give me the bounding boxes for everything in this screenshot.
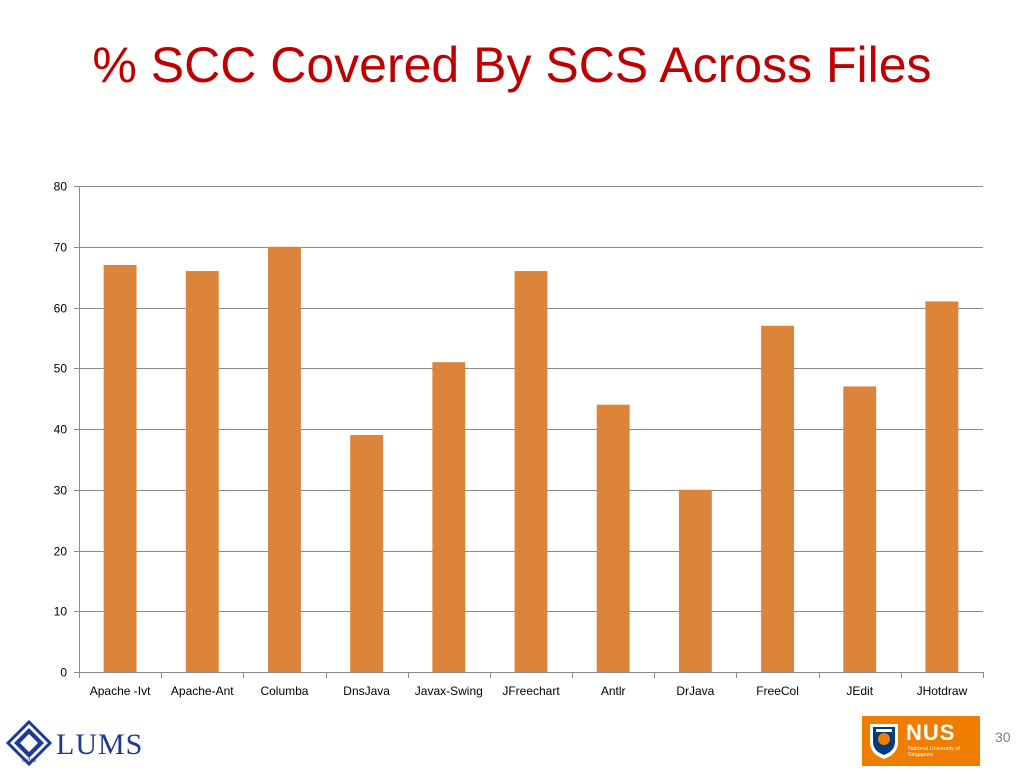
nus-crest-icon — [870, 724, 898, 759]
y-tick-label: 10 — [54, 605, 68, 619]
y-tick-label: 70 — [54, 241, 68, 255]
bar-apache-ivt — [103, 264, 137, 672]
bar-dnsjava — [350, 435, 384, 672]
nus-wordmark: NUS — [906, 720, 956, 745]
x-tick-label: JFreechart — [502, 684, 560, 698]
nus-logo: NUS National University of Singapore — [862, 716, 980, 766]
x-tick-label: FreeCol — [756, 684, 799, 698]
y-tick-label: 0 — [60, 666, 67, 680]
lums-emblem-icon: LUMS — [5, 719, 53, 767]
x-tick-label: Apache -Ivt — [90, 684, 151, 698]
bar-apache-ant — [185, 271, 219, 672]
page-number: 30 — [995, 729, 1011, 745]
bar-columba — [268, 246, 301, 672]
x-tick-label: JHotdraw — [917, 684, 968, 698]
x-tick-label: Columba — [260, 684, 308, 698]
slide-title: % SCC Covered By SCS Across Files — [92, 37, 932, 93]
bar-jedit — [843, 386, 877, 672]
x-tick-label: Antlr — [601, 684, 626, 698]
y-tick-label: 50 — [54, 362, 68, 376]
lums-emblem-label: LUMS — [22, 758, 37, 764]
nus-subtext: National University of Singapore — [908, 746, 960, 759]
y-tick-label: 60 — [54, 302, 68, 316]
bar-jfreechart — [514, 271, 548, 672]
x-tick-label: DnsJava — [343, 684, 390, 698]
y-tick-label: 80 — [54, 180, 68, 194]
lums-wordmark: LUMS — [56, 728, 144, 761]
bar-drjava — [678, 489, 712, 672]
x-tick-label: JEdit — [846, 684, 873, 698]
y-tick-label: 40 — [54, 423, 68, 437]
lums-logo: LUMS — [4, 718, 174, 768]
x-tick-label: Javax-Swing — [415, 684, 483, 698]
y-tick-label: 20 — [54, 545, 68, 559]
x-tick-label: DrJava — [676, 684, 714, 698]
bar-freecol — [761, 325, 794, 672]
bar-antlr — [596, 404, 630, 672]
bar-jhotdraw — [925, 301, 959, 672]
y-tick-label: 30 — [54, 484, 68, 498]
x-tick-label: Apache-Ant — [171, 684, 234, 698]
bar-javax-swing — [432, 362, 466, 672]
